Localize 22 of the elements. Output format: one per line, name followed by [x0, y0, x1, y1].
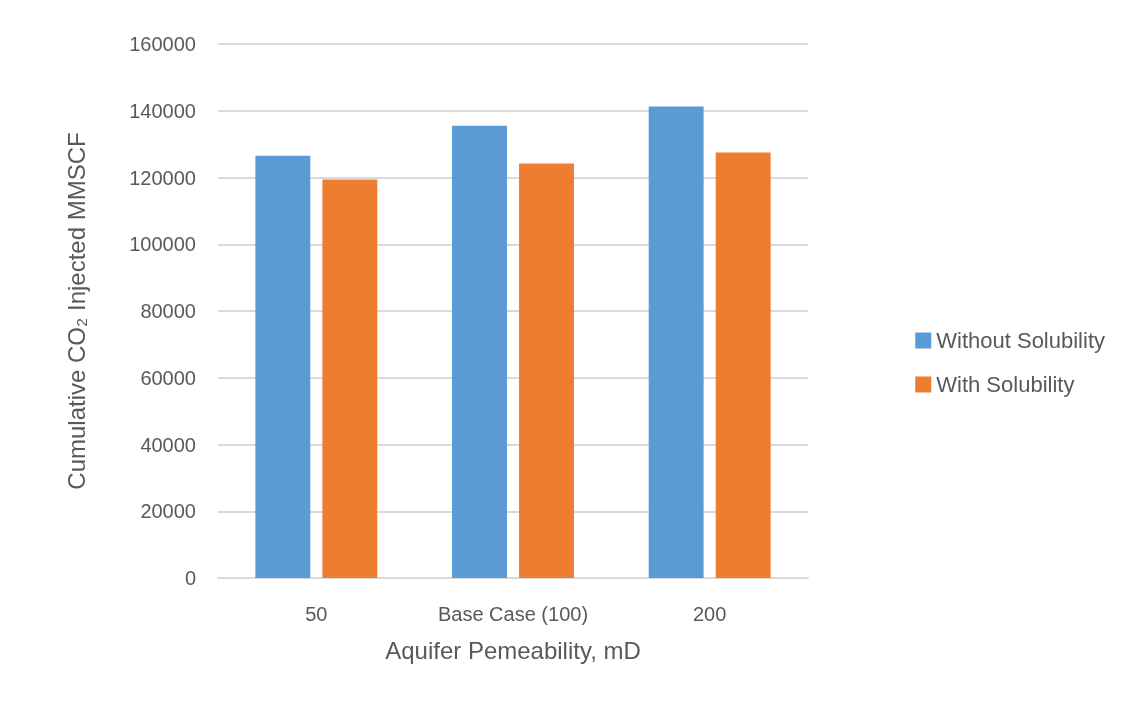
x-tick-label: Base Case (100)	[437, 603, 589, 625]
y-tick-label: 80000	[140, 300, 196, 322]
y-tick-label: 0	[184, 567, 196, 589]
x-tick-label: 200	[692, 603, 727, 625]
bar	[715, 152, 771, 578]
y-tick-label: 20000	[140, 500, 196, 523]
y-tick-label: 140000	[129, 99, 196, 122]
y-tick-label: 40000	[140, 433, 196, 456]
x-tick-label: 50	[305, 603, 328, 625]
bar	[255, 155, 311, 578]
y-tick-label: 120000	[129, 166, 196, 189]
y-axis-title: Cumulative CO₂ Injected MMSCF	[62, 132, 90, 490]
bar	[648, 106, 704, 578]
y-tick-label: 60000	[140, 366, 196, 389]
bar	[322, 179, 378, 578]
x-axis-title: Aquifer Pemeability, mD	[385, 636, 641, 664]
y-tick-label: 160000	[129, 33, 196, 55]
bar	[519, 163, 574, 578]
legend-label: Without Solubility	[936, 328, 1106, 353]
legend-label: With Solubility	[936, 372, 1075, 397]
bar	[452, 125, 507, 578]
y-tick-label: 100000	[129, 233, 196, 256]
